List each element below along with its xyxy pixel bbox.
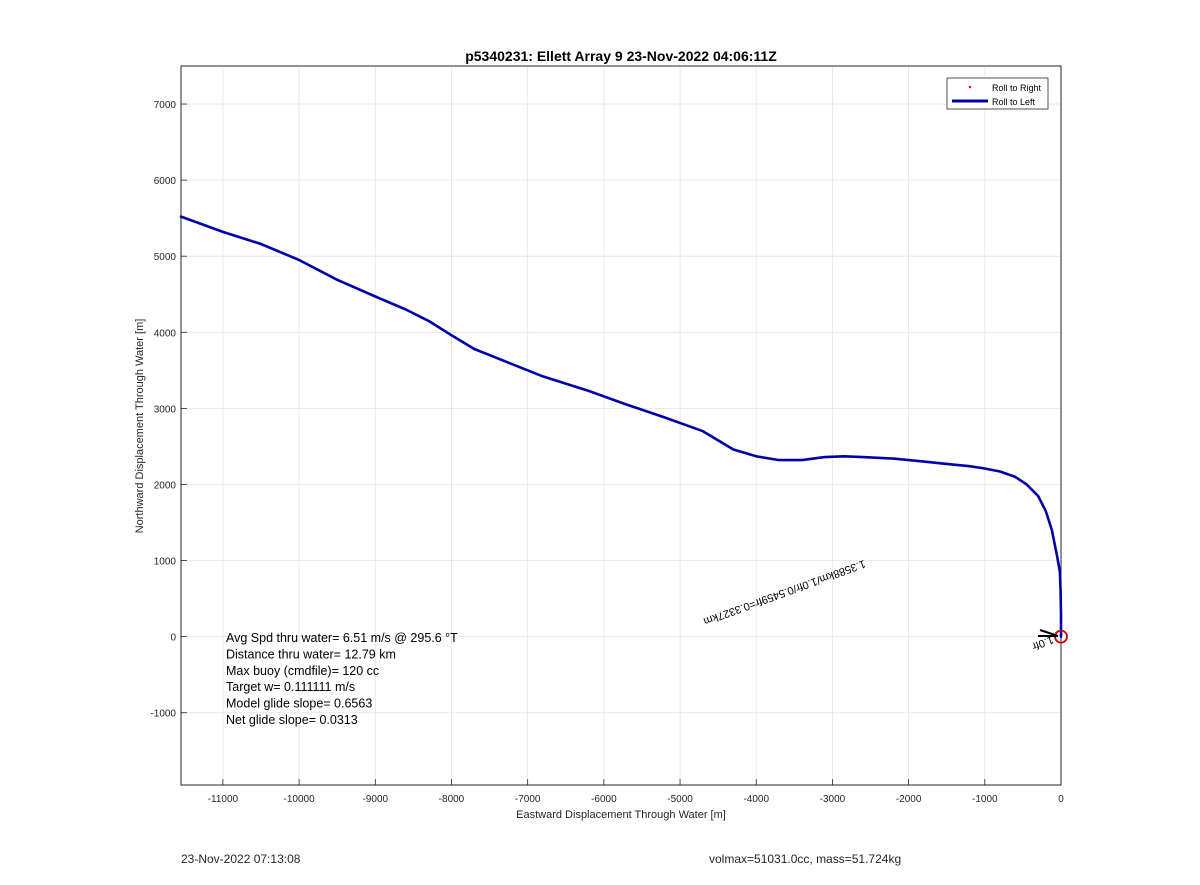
- x-axis-label: Eastward Displacement Through Water [m]: [516, 809, 726, 821]
- y-axis-label: Northward Displacement Through Water [m]: [134, 319, 146, 534]
- x-tick-label: -3000: [820, 794, 846, 805]
- y-tick-label: 4000: [154, 328, 177, 339]
- y-tick-label: 3000: [154, 404, 177, 415]
- y-tick-label: 2000: [154, 480, 177, 491]
- legend-label-roll-left: Roll to Left: [992, 97, 1036, 107]
- footer-summary: volmax=51031.0cc, mass=51.724kg: [709, 852, 902, 866]
- x-tick-label: -4000: [743, 794, 769, 805]
- y-tick-label: 6000: [154, 176, 177, 187]
- heading-arrow: [1038, 629, 1059, 637]
- x-tick-label: -2000: [896, 794, 922, 805]
- x-tick-label: -10000: [284, 794, 316, 805]
- chart-title: p5340231: Ellett Array 9 23-Nov-2022 04:…: [465, 48, 777, 64]
- stats-line: Avg Spd thru water= 6.51 m/s @ 295.6 °T: [226, 631, 458, 645]
- stats-block: Avg Spd thru water= 6.51 m/s @ 295.6 °T D…: [226, 631, 458, 727]
- x-axis-ticks: -11000 -10000 -9000 -8000 -7000 -6000 -5000 -40…: [208, 779, 1064, 805]
- x-tick-label: -5000: [667, 794, 693, 805]
- y-tick-label: 1000: [154, 557, 177, 568]
- y-tick-label: 0: [170, 633, 176, 644]
- x-tick-label: 0: [1058, 794, 1064, 805]
- y-tick-label: 7000: [154, 100, 177, 111]
- y-tick-label: -1000: [150, 709, 176, 720]
- legend-box: [946, 77, 1049, 110]
- stats-line: Distance thru water= 12.79 km: [226, 647, 396, 661]
- legend-label-roll-right: Roll to Right: [992, 83, 1042, 93]
- y-tick-label: 5000: [154, 252, 177, 263]
- footer-timestamp: 23-Nov-2022 07:13:08: [181, 852, 301, 866]
- stats-line: Model glide slope= 0.6563: [226, 697, 372, 711]
- series-line-roll-left: [179, 215, 1063, 638]
- stats-line: Max buoy (cmdfile)= 120 cc: [226, 664, 379, 678]
- x-tick-label: -6000: [591, 794, 617, 805]
- x-tick-label: -8000: [439, 794, 465, 805]
- x-tick-label: -7000: [515, 794, 541, 805]
- y-axis-ticks: -1000 0 1000 2000 3000 4000 5000 6000 7000: [150, 100, 187, 720]
- x-tick-label: -11000: [208, 794, 239, 805]
- x-tick-label: -9000: [362, 794, 388, 805]
- stats-line: Target w= 0.111111 m/s: [226, 680, 355, 694]
- rotated-distance-label: 1.3588km/1.0fr/0.5459fr=0.3327km: [702, 557, 867, 627]
- series-group: [179, 215, 1068, 644]
- plot-frame: [180, 65, 1062, 786]
- legend: Roll to Right Roll to Left: [946, 77, 1049, 110]
- legend-marker-roll-right: [968, 85, 972, 89]
- x-tick-label: -1000: [972, 794, 998, 805]
- stats-line: Net glide slope= 0.0313: [226, 713, 358, 727]
